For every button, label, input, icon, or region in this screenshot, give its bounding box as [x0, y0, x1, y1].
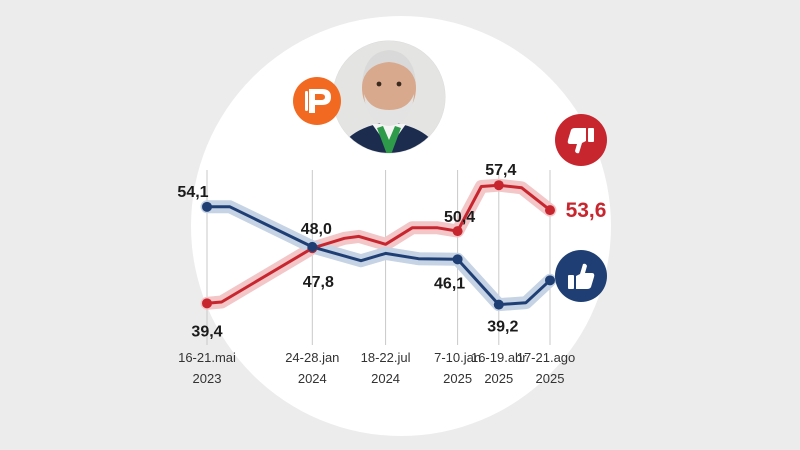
x-tick-year: 2025 — [536, 371, 565, 386]
p-logo-icon — [293, 77, 341, 125]
x-tick-range: 24-28.jan — [285, 350, 339, 365]
background-circle — [191, 16, 611, 436]
approve-point — [452, 254, 463, 265]
x-tick-year: 2025 — [443, 371, 472, 386]
x-tick-year: 2024 — [298, 371, 327, 386]
thumbs-down-icon — [555, 114, 607, 166]
approve-point — [202, 201, 212, 212]
x-tick-year: 2025 — [484, 371, 513, 386]
approve-value-label: 54,1 — [177, 184, 208, 201]
x-tick-range: 16-19.abr — [471, 350, 527, 365]
approve-value-label: 46,1 — [434, 275, 465, 292]
approve-line — [205, 205, 552, 307]
x-tick-year: 2023 — [193, 371, 222, 386]
x-tick-range: 7-10.jan — [434, 350, 481, 365]
disapprove-point — [202, 298, 212, 309]
approve-point — [307, 241, 318, 252]
disapprove-value-label: 53,6 — [566, 199, 607, 222]
x-tick-range: 17-21.ago — [517, 350, 576, 365]
approve-point — [545, 275, 555, 286]
disapprove-value-label: 47,8 — [303, 274, 334, 291]
disapprove-point — [545, 205, 555, 216]
disapprove-value-label: 57,4 — [485, 162, 516, 179]
disapprove-point — [452, 226, 463, 237]
x-axis-ticks: 16-21.mai 2023 24-28.jan 2024 18-22.jul 2024 7… — [178, 350, 575, 386]
disapprove-value-label: 39,4 — [191, 323, 222, 340]
thumbs-up-icon — [555, 250, 607, 302]
approve-value-label: 48,0 — [301, 221, 332, 238]
approve-point — [493, 299, 504, 310]
disapprove-value-label: 50,4 — [444, 209, 475, 226]
person-avatar — [329, 37, 449, 157]
x-tick-range: 16-21.mai — [178, 350, 236, 365]
x-tick-year: 2024 — [371, 371, 400, 386]
series-markers — [202, 180, 555, 310]
x-tick-range: 18-22.jul — [361, 350, 411, 365]
disapprove-point — [493, 180, 504, 191]
approve-value-label: 39,2 — [487, 319, 518, 336]
